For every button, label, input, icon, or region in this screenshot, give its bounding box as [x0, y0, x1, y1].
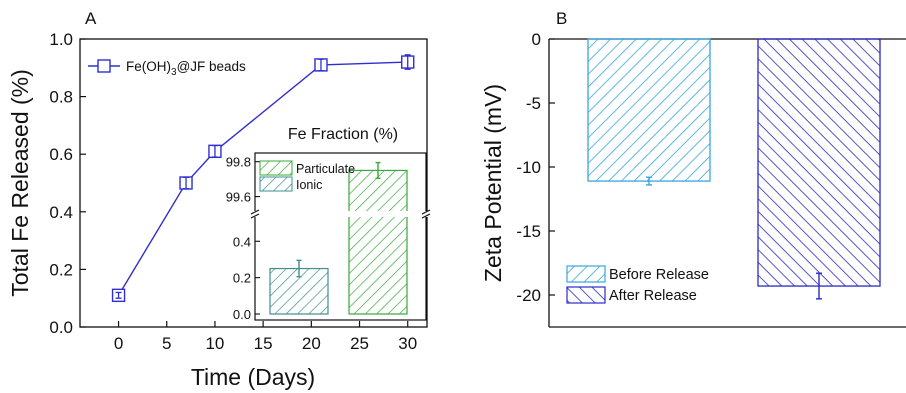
- inset-bars: [269, 161, 408, 315]
- panel-a-x-tick-label: 10: [205, 334, 224, 353]
- panel-a-legend-marker: [97, 59, 111, 73]
- panel-b-y-axis-title: Zeta Potential (mV): [480, 84, 506, 282]
- panel-a-x-tick-label: 15: [254, 334, 273, 353]
- panel-a-y-tick-label: 0.4: [49, 203, 73, 222]
- panel-a-x-tick-label: 0: [114, 334, 123, 353]
- inset-title: Fe Fraction (%): [288, 126, 398, 143]
- panel-b-bars: [587, 38, 881, 300]
- legend-label-after-release: After Release: [609, 288, 697, 304]
- bar-after-release: [757, 38, 881, 300]
- legend-label-part-1: Fe(OH): [126, 59, 171, 74]
- panel-b-y-tick-label: 0: [532, 30, 541, 49]
- panel-b-letter: B: [556, 9, 567, 28]
- panel-b-y-tick-label: -5: [526, 94, 541, 113]
- inset-axis-break: [250, 209, 431, 219]
- inset-legend-label-particulate: Particulate: [296, 162, 355, 176]
- panel-b-legend: Before Release After Release: [566, 265, 709, 304]
- panel-a-data-point: [401, 54, 415, 70]
- inset-y-tick-label: 0.4: [233, 234, 251, 249]
- legend-label-part-2: @JF beads: [177, 59, 246, 74]
- inset-bar-ionic: [269, 259, 329, 315]
- inset-legend: Particulate Ionic: [259, 160, 355, 192]
- panel-a-letter: A: [85, 9, 97, 28]
- panel-a-data-point: [111, 288, 126, 303]
- panel-b-y-tick-label: -10: [516, 158, 541, 177]
- panel-a-y-ticks: 0.0 0.2 0.4 0.6 0.8 1.0: [49, 30, 86, 337]
- panel-b-y-ticks: 0 -5 -10 -15 -20: [516, 30, 555, 305]
- legend-swatch-after-release: [566, 286, 606, 304]
- panel-a-y-axis-title: Total Fe Released (%): [7, 69, 33, 297]
- panel-a-y-tick-label: 0.8: [49, 88, 73, 107]
- panel-a-y-tick-label: 1.0: [49, 30, 73, 49]
- panel-a-legend: Fe(OH)3@JF beads: [88, 59, 246, 78]
- panel-a-data-point: [314, 58, 328, 72]
- inset-y-tick-label: 0.0: [233, 307, 251, 322]
- inset-chart: Fe Fraction (%) 0.0 0.2 0.4 99.6 99.8 Partic…: [226, 126, 431, 322]
- panel-a-data-point: [208, 144, 222, 159]
- inset-y-tick-label: 99.6: [226, 190, 251, 205]
- inset-y-tick-label: 99.8: [226, 155, 251, 170]
- inset-legend-swatch-ionic: [259, 176, 293, 192]
- panel-a-y-tick-label: 0.0: [49, 318, 73, 337]
- inset-legend-label-ionic: Ionic: [296, 178, 322, 192]
- panel-a-x-ticks: 0 5 10 15 20 25 30: [114, 321, 417, 353]
- panel-a-legend-label: Fe(OH)3@JF beads: [126, 59, 246, 78]
- panel-b-y-tick-label: -20: [516, 286, 541, 305]
- panel-b: B 0 -5 -10 -15 -20 Zeta Potential (mV) Befor…: [480, 9, 906, 328]
- panel-a-data-point: [179, 176, 193, 190]
- panel-a-axes-frame: [79, 38, 428, 328]
- panel-a: A 0.0 0.2 0.4 0.6 0.8 1.0 0 5 10 15 20 25 30 Time (…: [7, 9, 431, 390]
- panel-a-x-tick-label: 20: [302, 334, 321, 353]
- inset-y-tick-label: 0.2: [233, 271, 251, 286]
- legend-swatch-before-release: [566, 265, 606, 283]
- inset-legend-swatch-particulate: [259, 160, 293, 176]
- inset-bar-particulate: [348, 161, 408, 315]
- panel-a-x-axis-title: Time (Days): [191, 364, 315, 390]
- panel-a-series: [111, 54, 415, 303]
- panel-a-x-tick-label: 25: [350, 334, 369, 353]
- legend-label-subscript: 3: [171, 67, 177, 78]
- legend-label-before-release: Before Release: [609, 267, 709, 283]
- panel-a-y-tick-label: 0.6: [49, 145, 73, 164]
- bar-before-release: [587, 38, 711, 186]
- panel-b-y-tick-label: -15: [516, 222, 541, 241]
- panel-a-x-tick-label: 5: [162, 334, 171, 353]
- inset-y-ticks: 0.0 0.2 0.4 99.6 99.8: [226, 155, 260, 322]
- panel-a-x-tick-label: 30: [398, 334, 417, 353]
- panel-a-y-tick-label: 0.2: [49, 260, 73, 279]
